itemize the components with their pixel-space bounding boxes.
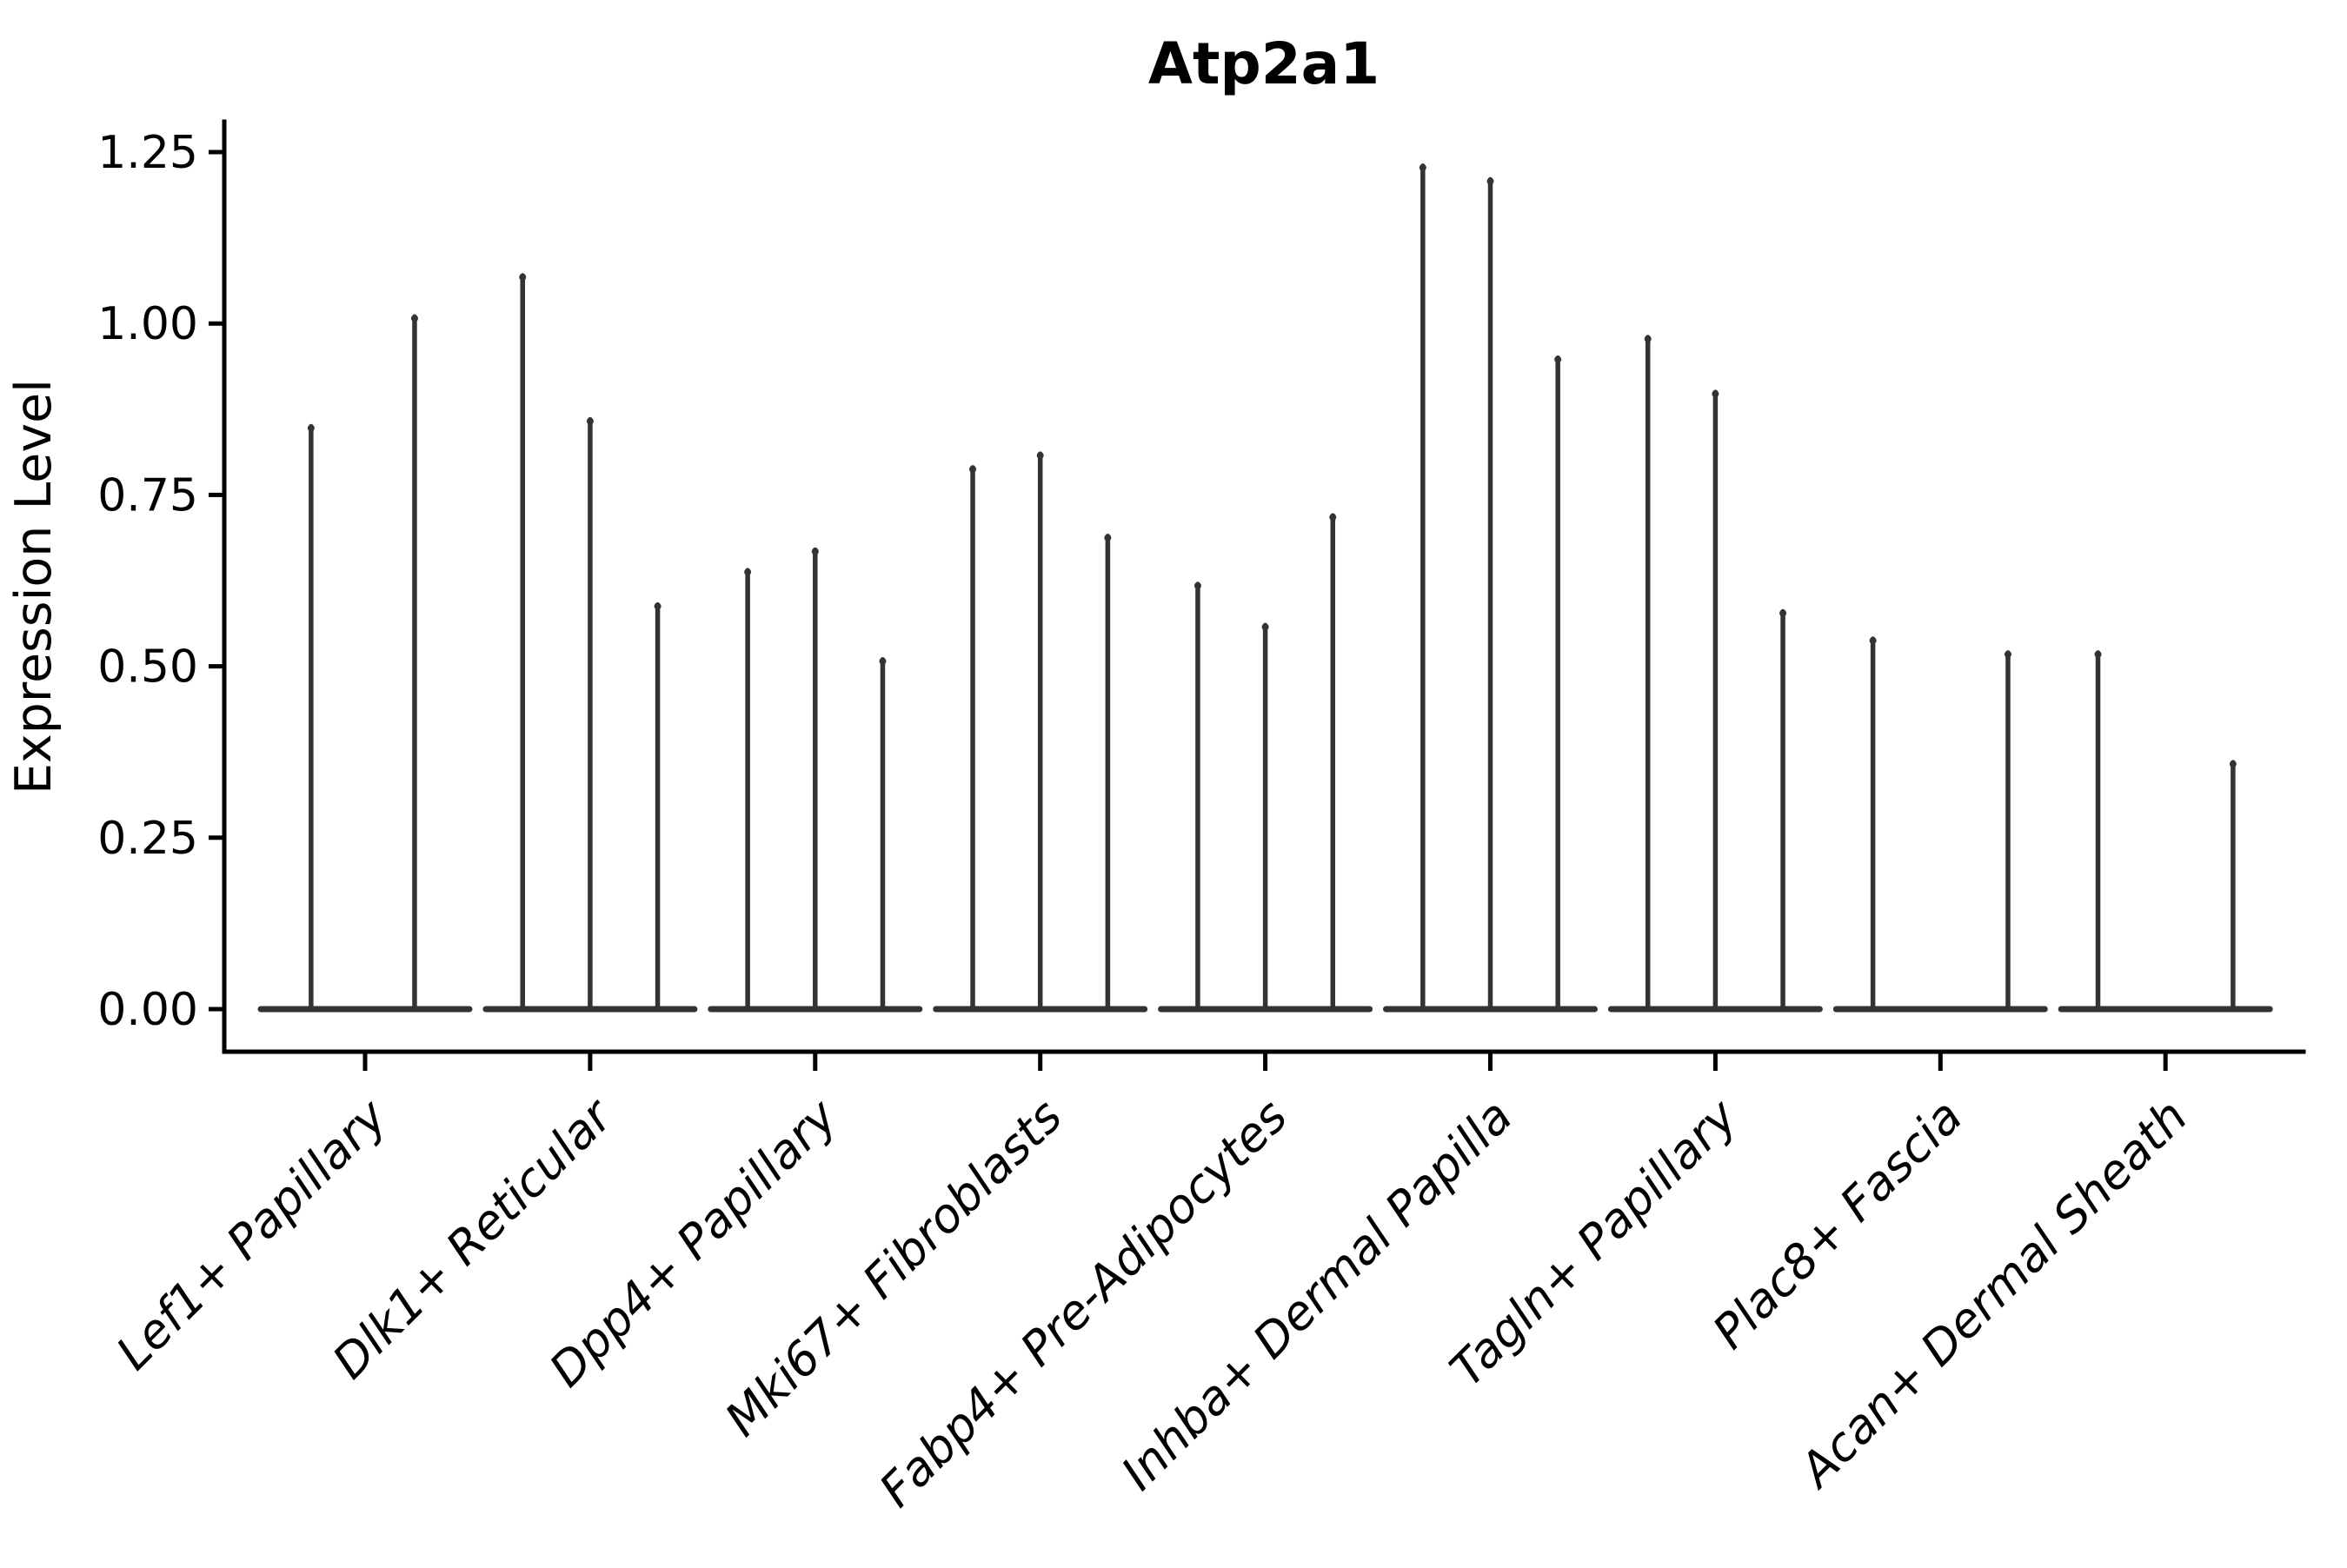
- violin-spike-tip: [654, 602, 662, 610]
- axes-layer: [209, 119, 2306, 1071]
- y-tick-label: 0.00: [97, 984, 198, 1036]
- violin-spike-tip: [1193, 581, 1201, 589]
- violin-spike-tip: [744, 568, 752, 576]
- violin-spike-tip: [1869, 637, 1877, 645]
- violin-spike-tip: [1779, 609, 1787, 617]
- violin-spike-tip: [1329, 514, 1337, 522]
- violin-spike-tip: [586, 417, 594, 425]
- violin-spike-tip: [879, 657, 887, 665]
- y-tick-label: 0.25: [97, 813, 198, 865]
- x-tick-label: Fabp4+ Pre-Adipocytes: [868, 1089, 1297, 1518]
- violin-spike-tip: [410, 315, 418, 322]
- y-tick-label: 0.75: [97, 469, 198, 522]
- y-tick-label: 1.00: [97, 298, 198, 350]
- violin-spike-tip: [1104, 534, 1112, 541]
- y-tick-label: 0.50: [97, 641, 198, 694]
- y-tick-label: 1.25: [97, 127, 198, 179]
- violin-spike-tip: [307, 424, 315, 432]
- violin-spike-tip: [2229, 761, 2237, 768]
- violins-layer: [257, 163, 2273, 1013]
- violin-spike-tip: [2094, 650, 2102, 658]
- violin-spike-tip: [1486, 177, 1494, 185]
- violin-spike-tip: [1644, 335, 1652, 342]
- violin-spike-tip: [1554, 355, 1562, 363]
- violin-spike-tip: [969, 465, 977, 473]
- y-axis-label: Expression Level: [5, 379, 63, 794]
- x-tick-label: Acan+ Dermal Sheath: [1787, 1089, 2197, 1499]
- violin-spike-tip: [1712, 390, 1719, 398]
- violin-spike-tip: [811, 548, 819, 555]
- violin-spike-tip: [2004, 650, 2011, 658]
- violin-spike-tip: [1419, 163, 1426, 171]
- plot-title: Atp2a1: [1148, 30, 1380, 97]
- violin-spike-tip: [1036, 452, 1044, 460]
- violin-spike-tip: [1261, 623, 1269, 631]
- violin-spike-tip: [519, 273, 527, 281]
- x-tick-label: Inhba+ Dermal Papilla: [1111, 1089, 1523, 1501]
